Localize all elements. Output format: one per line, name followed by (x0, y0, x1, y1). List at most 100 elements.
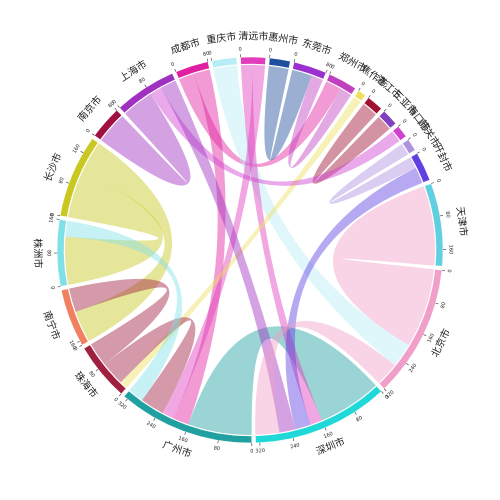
node-label: 重庆市 (206, 29, 237, 46)
node-label: 株洲市 (31, 238, 44, 268)
node-arc (326, 73, 356, 95)
node-arc (268, 57, 291, 69)
tick-label: 0 (447, 269, 453, 273)
tick-label: 80 (325, 62, 333, 70)
tick-label: 0 (401, 118, 408, 124)
tick-label: 160 (67, 339, 77, 350)
node-arc (392, 126, 407, 141)
tick-label: 0 (370, 88, 376, 95)
tick-mark (416, 151, 420, 154)
ribbon (285, 168, 423, 430)
tick-label: 320 (116, 400, 127, 411)
tick-label: 80 (202, 51, 210, 58)
node-label: 成都市 (169, 35, 202, 56)
tick-label: 0 (384, 394, 390, 401)
node-arc (94, 109, 123, 141)
tick-mark (329, 71, 332, 75)
tick-mark (406, 363, 409, 366)
tick-label: 0 (85, 128, 92, 134)
tick-mark (80, 151, 84, 154)
node-label: 清远市 (238, 29, 268, 42)
tick-label: 80 (138, 77, 147, 85)
tick-mark (293, 59, 296, 63)
tick-label: 240 (290, 442, 301, 450)
ribbon (162, 65, 266, 419)
node-arc (175, 61, 210, 79)
node-arc (56, 219, 68, 287)
node-arc (354, 90, 366, 102)
tick-mark (57, 286, 61, 288)
tick-mark (114, 107, 118, 111)
tick-label: 80 (355, 415, 364, 424)
tick-mark (368, 95, 371, 98)
node-label: 天津市 (454, 206, 471, 237)
ribbon (332, 186, 435, 346)
ribbon (255, 320, 395, 435)
tick-label: 0 (208, 50, 212, 57)
tick-label: 160 (426, 333, 436, 344)
tick-label: 0 (170, 62, 175, 69)
tick-label: 80 (444, 211, 451, 218)
tick-mark (431, 182, 435, 184)
ribbon (178, 73, 341, 168)
tick-mark (65, 181, 70, 184)
tick-label: 0 (360, 81, 366, 88)
node-arc (83, 344, 127, 395)
node-label: 珠海市 (72, 369, 101, 400)
tick-label: 160 (323, 431, 334, 440)
tick-label: 80 (45, 250, 51, 256)
tick-mark (210, 57, 212, 61)
tick-label: 0 (49, 286, 55, 290)
node-arc (255, 385, 382, 444)
tick-mark (119, 393, 122, 397)
ribbon (213, 65, 409, 366)
node-arc (378, 110, 397, 129)
ribbon (120, 97, 361, 388)
tick-mark (325, 69, 328, 73)
ribbon (329, 144, 416, 204)
tick-mark (153, 417, 156, 421)
tick-label: 80 (87, 370, 96, 379)
node-arc (402, 139, 416, 155)
tick-label: 160 (72, 143, 82, 154)
tick-label: 160 (447, 245, 453, 255)
tick-label: 0 (238, 47, 241, 53)
tick-mark (95, 369, 99, 372)
ribbon (288, 75, 352, 168)
ribbon (264, 65, 312, 161)
tick-mark (383, 108, 387, 112)
ribbon (150, 87, 400, 186)
tick-label: 320 (385, 389, 396, 400)
tick-label: 0 (71, 346, 78, 352)
tick-mark (439, 215, 443, 217)
tick-label: 80 (107, 101, 116, 110)
ribbon (104, 317, 196, 414)
tick-mark (358, 87, 361, 91)
tick-mark (117, 105, 120, 108)
tick-mark (144, 84, 147, 88)
ribbon (240, 65, 323, 425)
tick-label: 320 (255, 448, 265, 454)
node-label: 南京市 (75, 93, 105, 124)
tick-mark (383, 388, 387, 392)
tick-label: 80 (440, 302, 448, 310)
node-arc (292, 61, 327, 80)
tick-mark (125, 398, 128, 402)
tick-label: 240 (145, 420, 156, 430)
tick-label: 0 (420, 147, 427, 153)
tick-label: 0 (294, 52, 298, 59)
tick-label: 0 (330, 64, 335, 71)
tick-label: 0 (112, 397, 118, 404)
tick-label: 0 (268, 47, 272, 53)
tick-mark (381, 391, 384, 394)
tick-mark (174, 68, 177, 72)
tick-mark (79, 344, 83, 347)
tick-label: 0 (250, 448, 253, 454)
tick-label: 0 (111, 99, 117, 106)
tick-mark (435, 302, 439, 305)
tick-mark (423, 334, 427, 337)
node-arc (240, 56, 267, 65)
tick-label: 0 (49, 212, 55, 216)
ribbon (101, 93, 191, 186)
